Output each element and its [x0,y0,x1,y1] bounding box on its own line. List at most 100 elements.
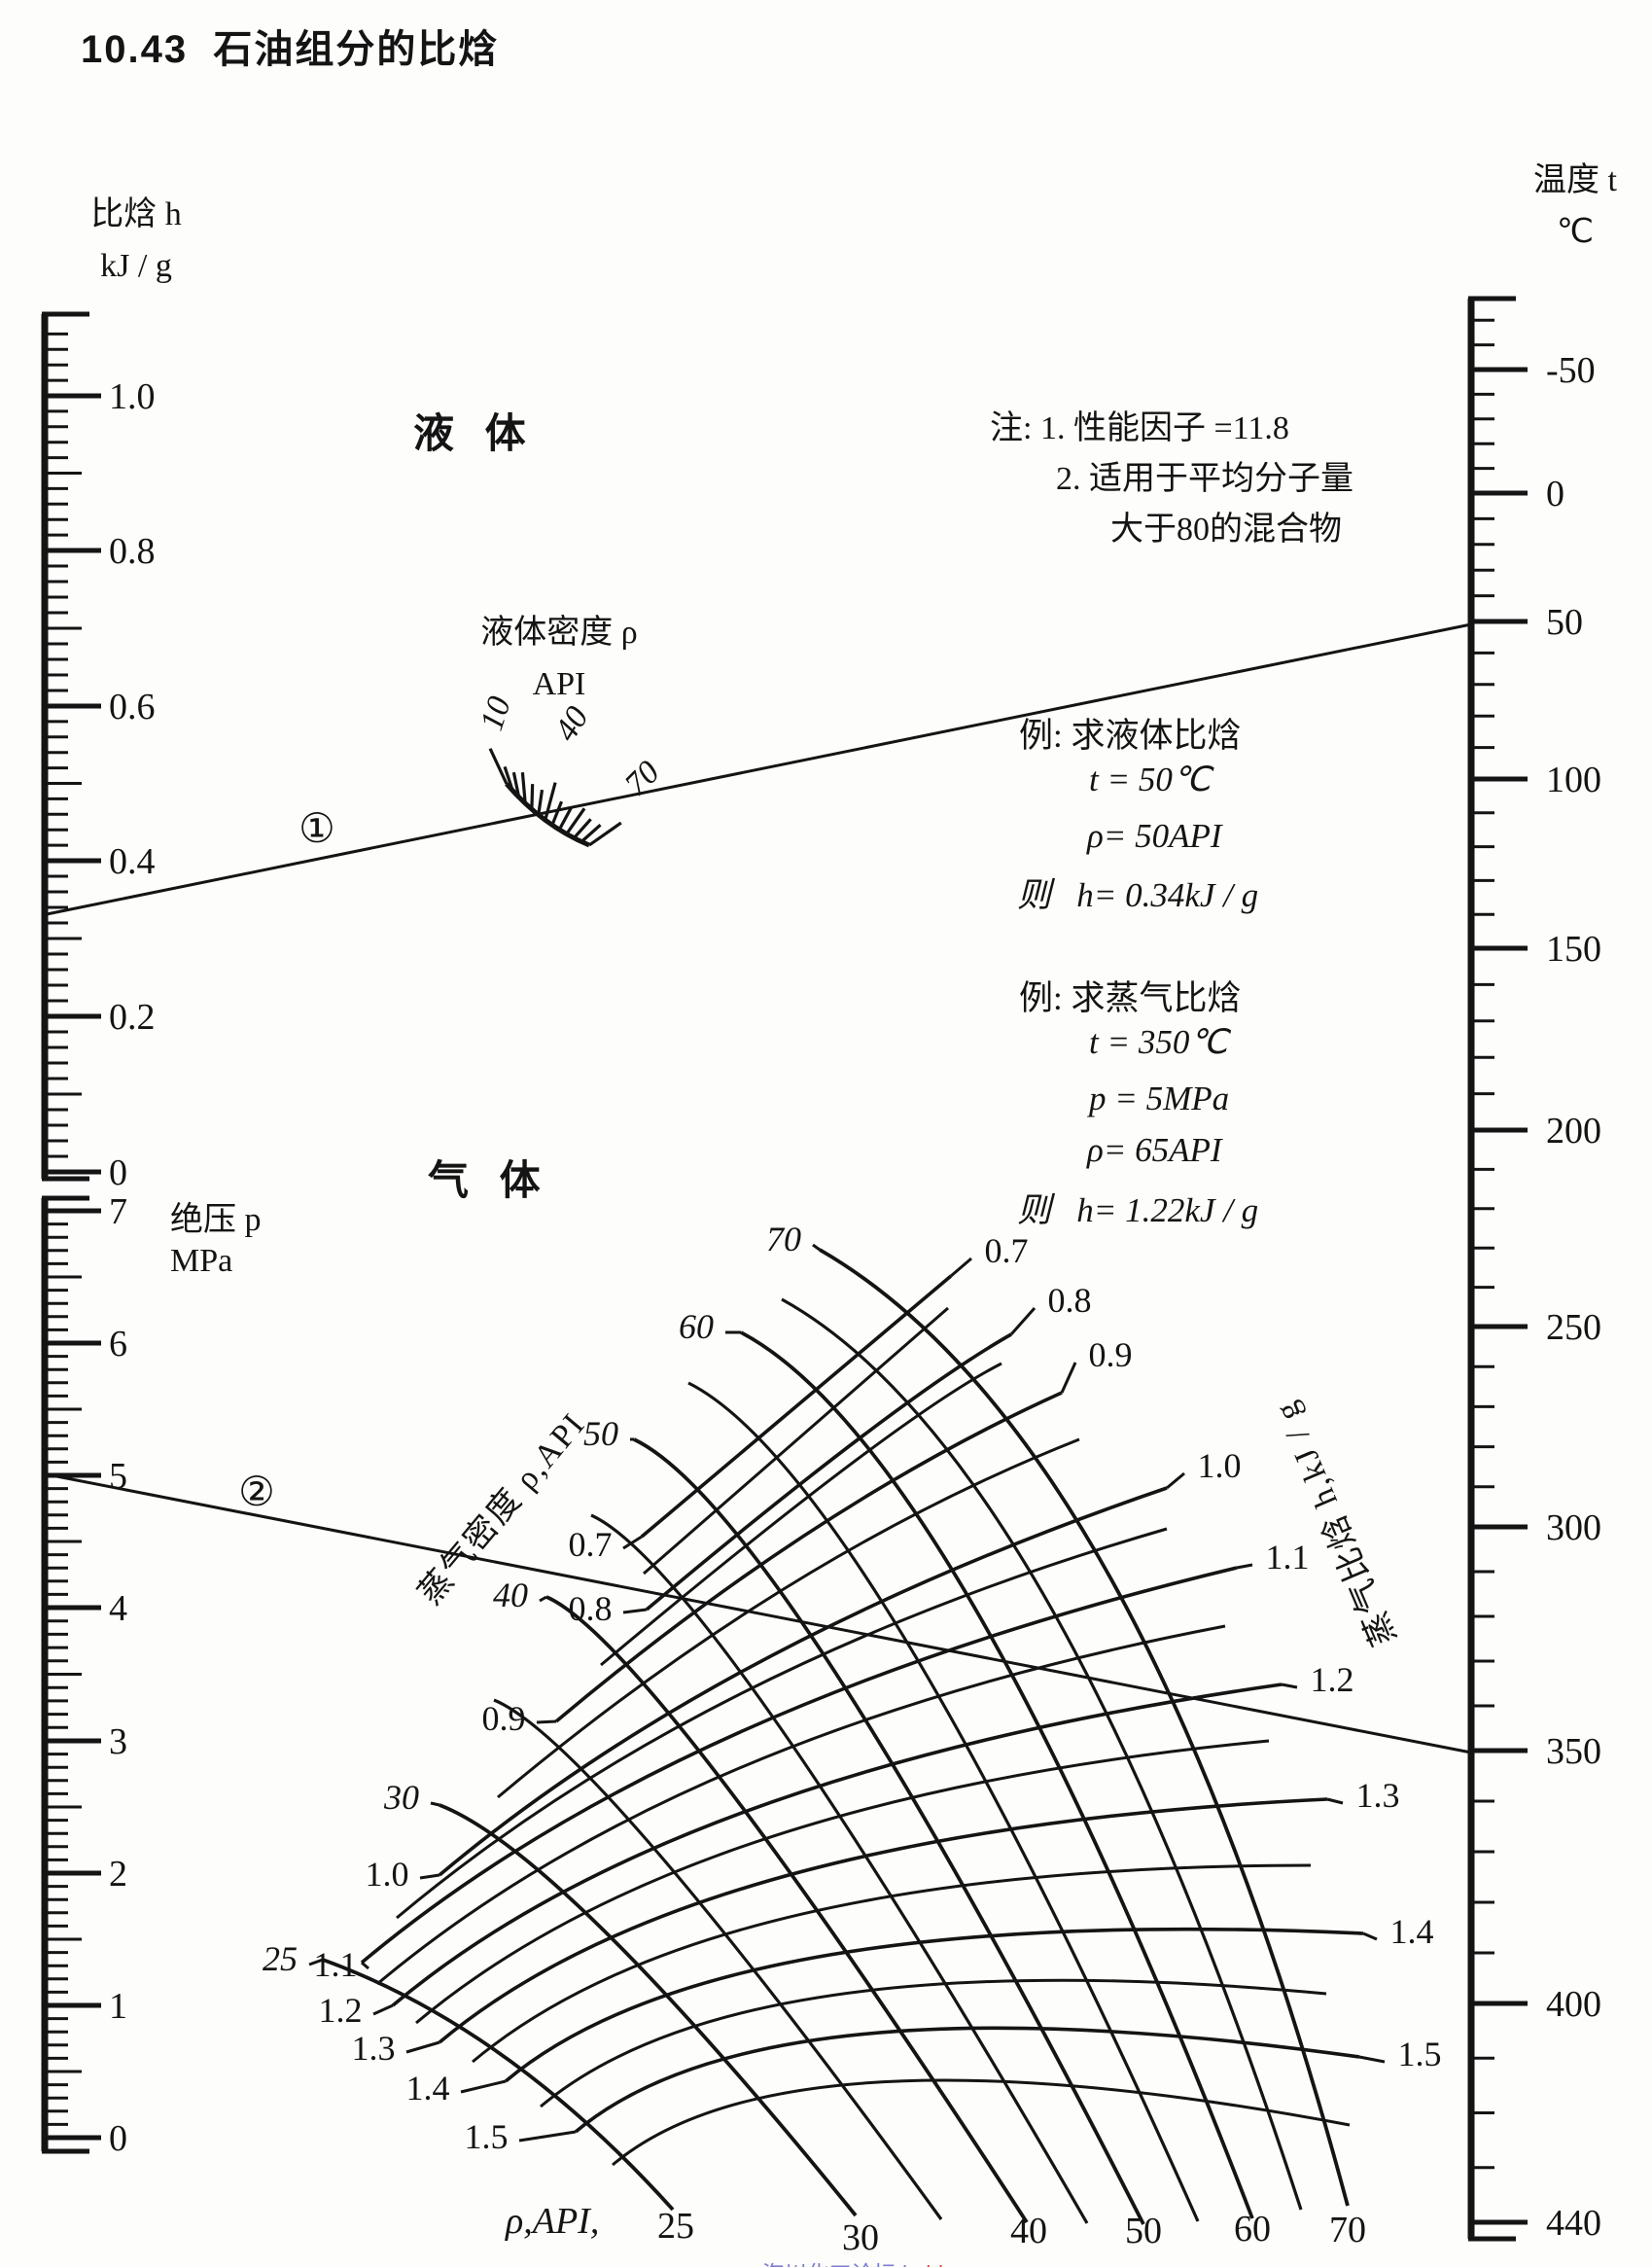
temperature-axis-tick-label: -50 [1546,350,1596,391]
api-density-bottom-label-70: 70 [1329,2210,1366,2250]
enthalpy-curve-leader [1326,1797,1344,1805]
liquid-fan-tick [520,772,527,804]
example1-result: 则 h= 0.34kJ / g [1017,876,1259,914]
enthalpy-curve-right-label-0.8: 0.8 [1048,1281,1092,1320]
api-density-bottom-label-60: 60 [1234,2209,1271,2249]
enthalpy-curve-leader [419,1873,440,1880]
enthalpy-curve-1.55 [612,2078,1351,2167]
temperature-axis-tick-label: 150 [1546,929,1601,970]
temperature-axis-tick-label: 250 [1546,1307,1601,1348]
enthalpy-axis-tick-label: 0 [109,1152,127,1193]
enthalpy-curve-1.3 [438,1797,1328,2044]
enthalpy-curve-right-label-1.2: 1.2 [1311,1660,1354,1699]
enthalpy-curve-0.9 [554,1391,1063,1723]
liquid-fan-tick [488,748,509,785]
temperature-axis-tick-label: 400 [1546,1984,1601,2025]
enthalpy-curve-leader [518,2130,577,2143]
enthalpy-curve-leader [1362,1931,1378,1941]
enthalpy-curve-right-label-0.9: 0.9 [1089,1335,1133,1374]
temperature-axis-tick-label: 0 [1546,474,1564,514]
example2-temperature: t = 350℃ [1089,1023,1228,1061]
enthalpy-curve-right-label-1.3: 1.3 [1356,1776,1400,1815]
example1-density: ρ= 50API [1087,817,1222,855]
liquid-fan-tick [565,807,586,835]
enthalpy-curve-1.45 [540,1978,1327,2108]
gas-bottom-axis-label: ρ,API, [506,2201,600,2242]
api-density-top-label-25: 25 [263,1939,298,1978]
liquid-density-fan-header: 液体密度 ρ API [452,608,666,710]
enthalpy-axis-header: 比焓 h kJ / g [53,190,219,292]
watermark-url-2: bbs [926,2261,962,2267]
enthalpy-curve-right-label-1.0: 1.0 [1198,1446,1242,1485]
enthalpy-curve-left-label-1.1: 1.1 [314,1945,358,1984]
api-density-top-label-60: 60 [679,1307,714,1346]
enthalpy-curve-1.4 [504,1927,1364,2083]
liquid-density-unit: API [532,665,586,702]
enthalpy-curve-1.35 [472,1863,1312,2064]
enthalpy-axis-tick-label: 0.2 [109,997,156,1038]
enthalpy-curve-leader [405,2040,440,2054]
api-density-leader [812,1243,821,1252]
api-density-top-label-30: 30 [383,1778,419,1817]
api-density-line-35 [493,1698,943,2220]
api-density-leader [430,1801,440,1807]
liquid-fan-tick [550,800,563,826]
temperature-axis-tick-label: 200 [1546,1111,1601,1151]
page-title: 10.43 石油组分的比焓 [81,28,500,71]
api-density-bottom-label-50: 50 [1125,2211,1162,2251]
pressure-axis-title: 绝压 p [170,1202,262,1238]
pressure-axis-tick-label: 6 [109,1324,127,1364]
temperature-axis-title: 温度 t [1533,162,1617,198]
pressure-axis-tick-label: 4 [109,1588,127,1629]
liquid-density-title: 液体密度 ρ [480,615,638,651]
enthalpy-curve-leader [460,2079,507,2094]
reference-line-2 [46,1472,1472,1754]
enthalpy-curve-leader [622,1608,648,1614]
temperature-axis-tick-label: 350 [1546,1731,1601,1772]
temperature-axis-tick-label: 50 [1546,602,1583,643]
api-density-bottom-label-40: 40 [1010,2211,1047,2251]
pressure-axis-tick-label: 7 [109,1191,127,1232]
temperature-axis-header: 温度 t ℃ [1493,156,1652,258]
enthalpy-axis-unit: kJ / g [100,247,172,284]
liquid-fan-tick [537,789,545,816]
pressure-axis-tick-label: 3 [109,1721,127,1762]
enthalpy-curve-0.8 [645,1332,1012,1612]
liquid-fan-tick [511,771,521,798]
enthalpy-axis-tick-label: 0.8 [109,531,156,572]
example2-density: ρ= 65API [1087,1131,1222,1169]
liquid-fan-tick [557,806,573,831]
enthalpy-curve-leader [361,1961,369,1970]
liquid-fan-tick [544,782,557,821]
api-density-top-label-70: 70 [766,1220,801,1258]
enthalpy-curve-leader [1281,1683,1298,1689]
temperature-axis-tick-label: 100 [1546,760,1601,800]
enthalpy-curve-leader [1060,1362,1077,1394]
enthalpy-axis-tick-label: 0.4 [109,841,156,882]
enthalpy-curve-leader [1236,1563,1253,1570]
reference-line-badge-1: ① [299,807,335,852]
enthalpy-curve-0.95 [497,1437,1080,1799]
liquid-section-label: 液 体 [413,410,536,456]
temperature-axis-unit: ℃ [1556,213,1595,250]
enthalpy-curve-1.5 [574,2026,1360,2134]
watermark-url-3: .com [962,2261,1010,2267]
api-density-line-30 [439,1803,858,2217]
enthalpy-curve-right-label-1.4: 1.4 [1390,1912,1434,1951]
enthalpy-curve-left-label-0.8: 0.8 [569,1589,613,1628]
api-density-leader [539,1595,547,1603]
enthalpy-curve-left-label-0.7: 0.7 [569,1525,613,1564]
enthalpy-curve-left-label-1.4: 1.4 [406,2069,450,2108]
temperature-axis-tick-label: 440 [1546,2203,1601,2244]
enthalpy-curve-leader [536,1719,557,1724]
enthalpy-curve-left-label-1.5: 1.5 [465,2117,509,2156]
api-density-top-label-40: 40 [493,1576,528,1614]
api-density-line-65 [781,1297,1303,2211]
enthalpy-curve-left-label-1.0: 1.0 [366,1855,409,1894]
pressure-axis-tick-label: 2 [109,1854,127,1895]
example1-temperature: t = 50℃ [1089,761,1212,798]
api-density-line-60 [740,1330,1254,2219]
example2-pressure: p = 5MPa [1089,1080,1230,1117]
